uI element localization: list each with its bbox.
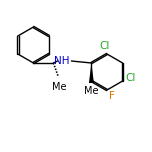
Text: Me: Me: [52, 82, 67, 92]
Polygon shape: [89, 63, 94, 83]
Text: NH: NH: [54, 56, 69, 66]
Text: F: F: [109, 91, 115, 101]
Text: Me: Me: [84, 86, 99, 96]
Text: Cl: Cl: [100, 41, 110, 51]
Text: Cl: Cl: [126, 73, 136, 83]
